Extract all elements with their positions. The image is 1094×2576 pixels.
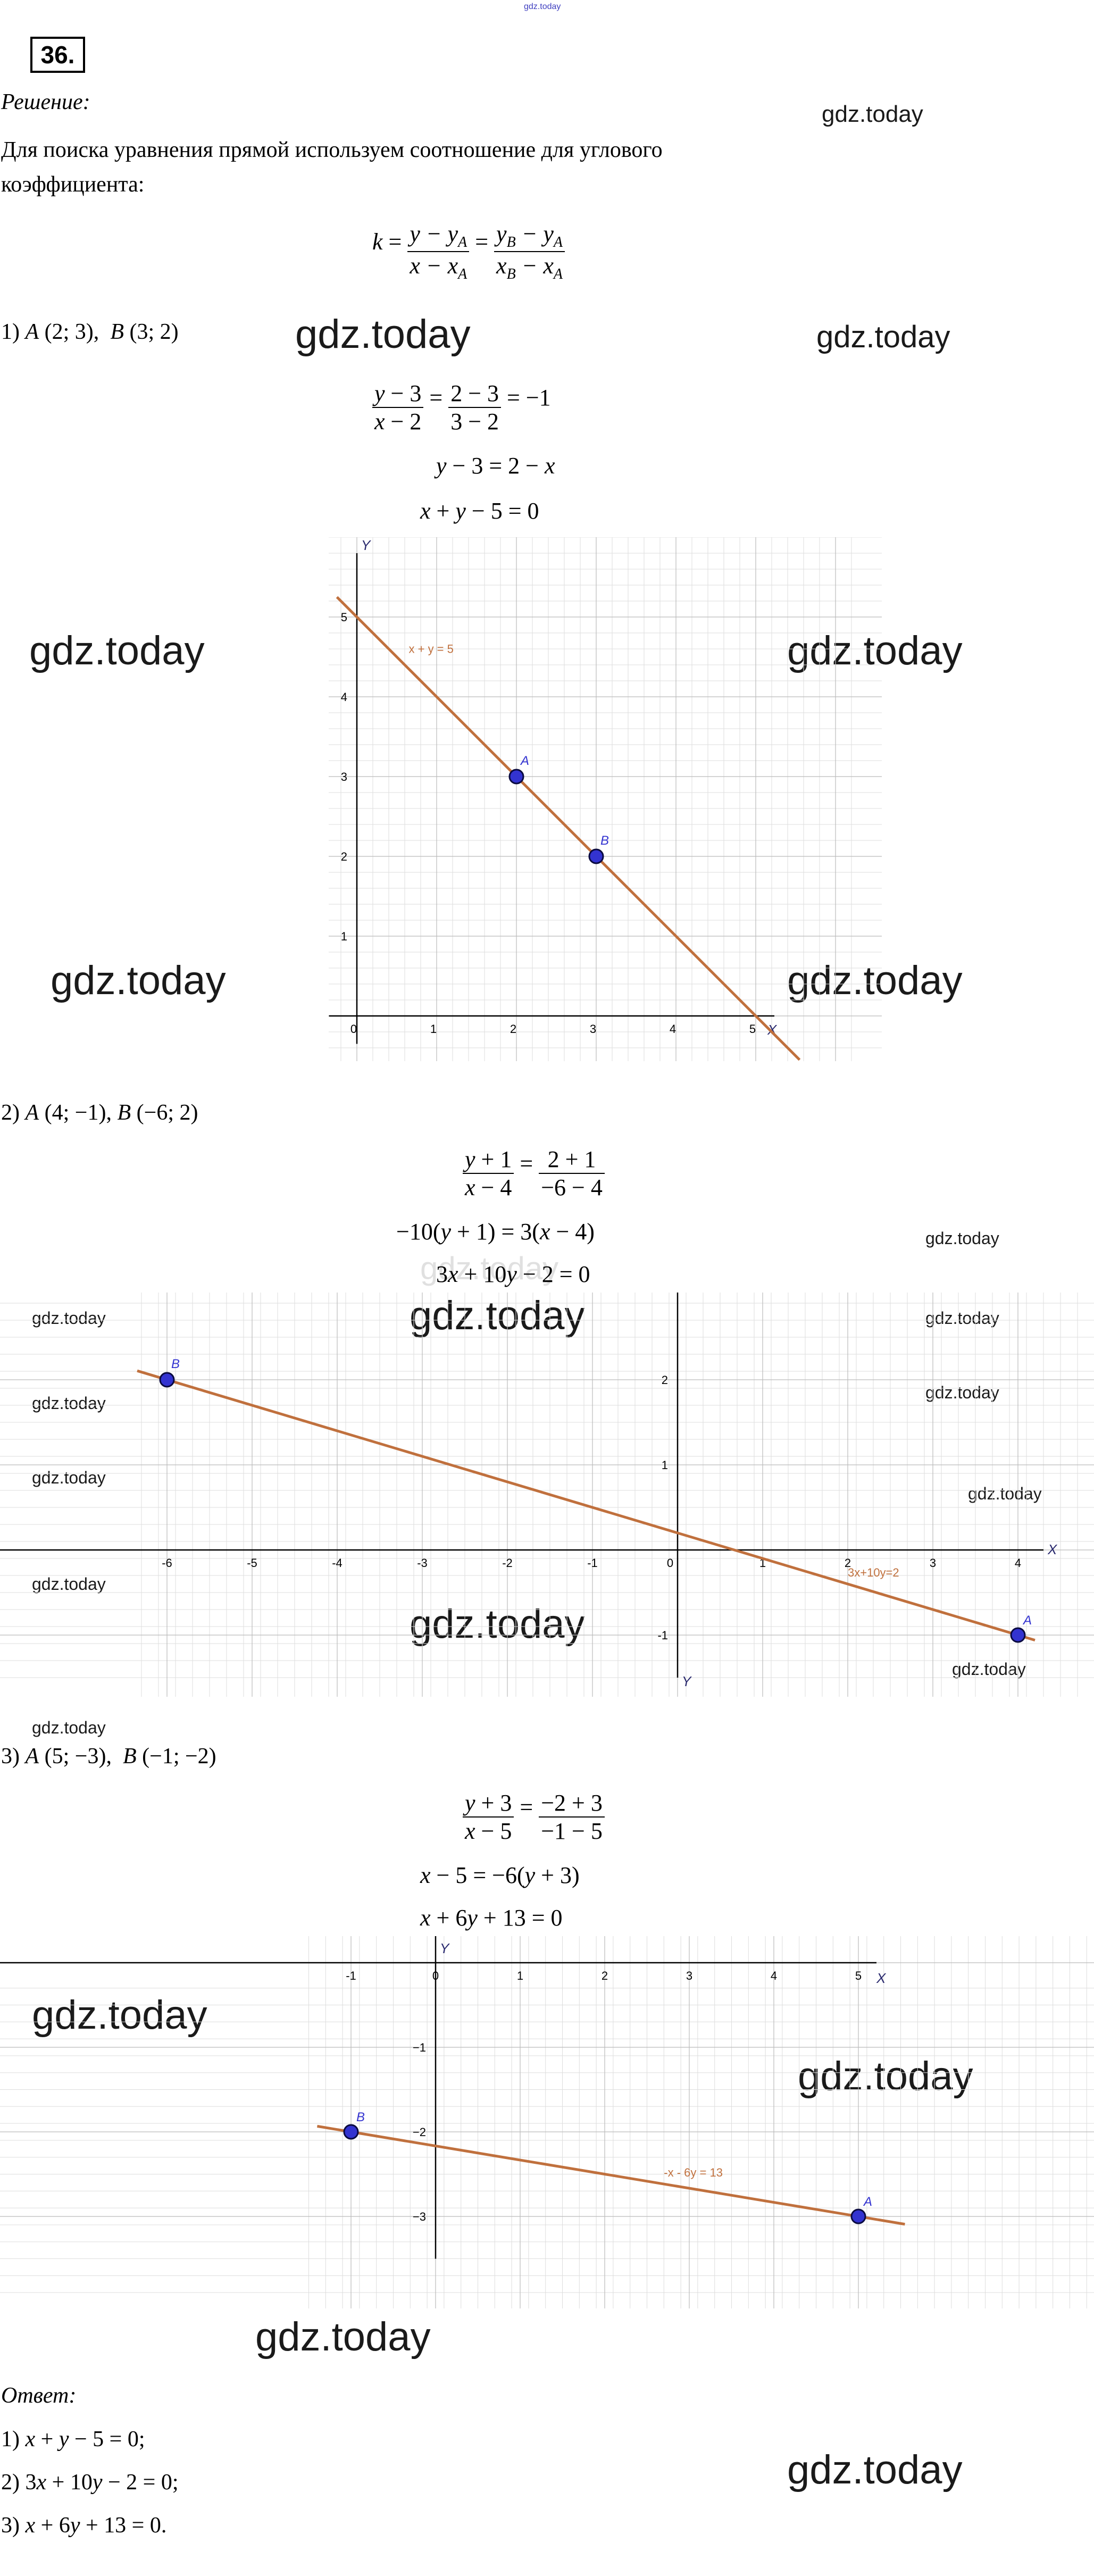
svg-text:0: 0 xyxy=(667,1556,673,1570)
svg-text:5: 5 xyxy=(749,1022,756,1036)
svg-text:1: 1 xyxy=(517,1969,523,1982)
svg-text:−3: −3 xyxy=(413,2210,426,2223)
svg-text:A: A xyxy=(863,2195,872,2209)
svg-text:4: 4 xyxy=(1015,1556,1021,1570)
svg-text:-3: -3 xyxy=(417,1556,428,1570)
svg-text:B: B xyxy=(600,833,609,848)
svg-text:Y: Y xyxy=(682,1673,692,1689)
svg-text:−2: −2 xyxy=(413,2125,426,2139)
svg-text:2: 2 xyxy=(662,1373,668,1387)
svg-text:x + y = 5: x + y = 5 xyxy=(409,643,454,656)
svg-text:4: 4 xyxy=(771,1969,777,1982)
svg-text:5: 5 xyxy=(855,1969,862,1982)
svg-text:-2: -2 xyxy=(502,1556,513,1570)
svg-text:1: 1 xyxy=(662,1458,668,1472)
svg-text:-6: -6 xyxy=(162,1556,172,1570)
svg-text:-5: -5 xyxy=(247,1556,257,1570)
svg-text:Y: Y xyxy=(361,537,371,553)
svg-text:1: 1 xyxy=(341,930,347,943)
svg-text:4: 4 xyxy=(670,1022,676,1036)
svg-text:2: 2 xyxy=(510,1022,516,1036)
svg-text:A: A xyxy=(1022,1613,1032,1628)
svg-text:B: B xyxy=(356,2110,365,2124)
svg-text:Y: Y xyxy=(440,1940,450,1956)
svg-text:X: X xyxy=(1047,1541,1058,1557)
svg-text:5: 5 xyxy=(341,611,347,624)
svg-text:0: 0 xyxy=(350,1022,357,1036)
svg-text:3: 3 xyxy=(686,1969,692,1982)
svg-text:-x - 6y = 13: -x - 6y = 13 xyxy=(664,2166,723,2179)
svg-text:B: B xyxy=(171,1357,180,1371)
svg-text:-1: -1 xyxy=(346,1969,356,1982)
svg-text:X: X xyxy=(876,1970,887,1986)
svg-text:-4: -4 xyxy=(332,1556,343,1570)
svg-text:−1: −1 xyxy=(413,2041,426,2054)
svg-text:4: 4 xyxy=(341,690,347,704)
svg-text:3: 3 xyxy=(930,1556,936,1570)
svg-text:0: 0 xyxy=(432,1969,439,1982)
svg-text:3: 3 xyxy=(341,770,347,783)
svg-text:2: 2 xyxy=(602,1969,608,1982)
svg-text:-1: -1 xyxy=(657,1629,668,1642)
svg-text:-1: -1 xyxy=(587,1556,598,1570)
svg-text:1: 1 xyxy=(430,1022,437,1036)
svg-text:A: A xyxy=(520,754,529,768)
svg-text:2: 2 xyxy=(341,850,347,863)
svg-text:3: 3 xyxy=(590,1022,596,1036)
svg-text:3x+10y=2: 3x+10y=2 xyxy=(848,1566,899,1579)
